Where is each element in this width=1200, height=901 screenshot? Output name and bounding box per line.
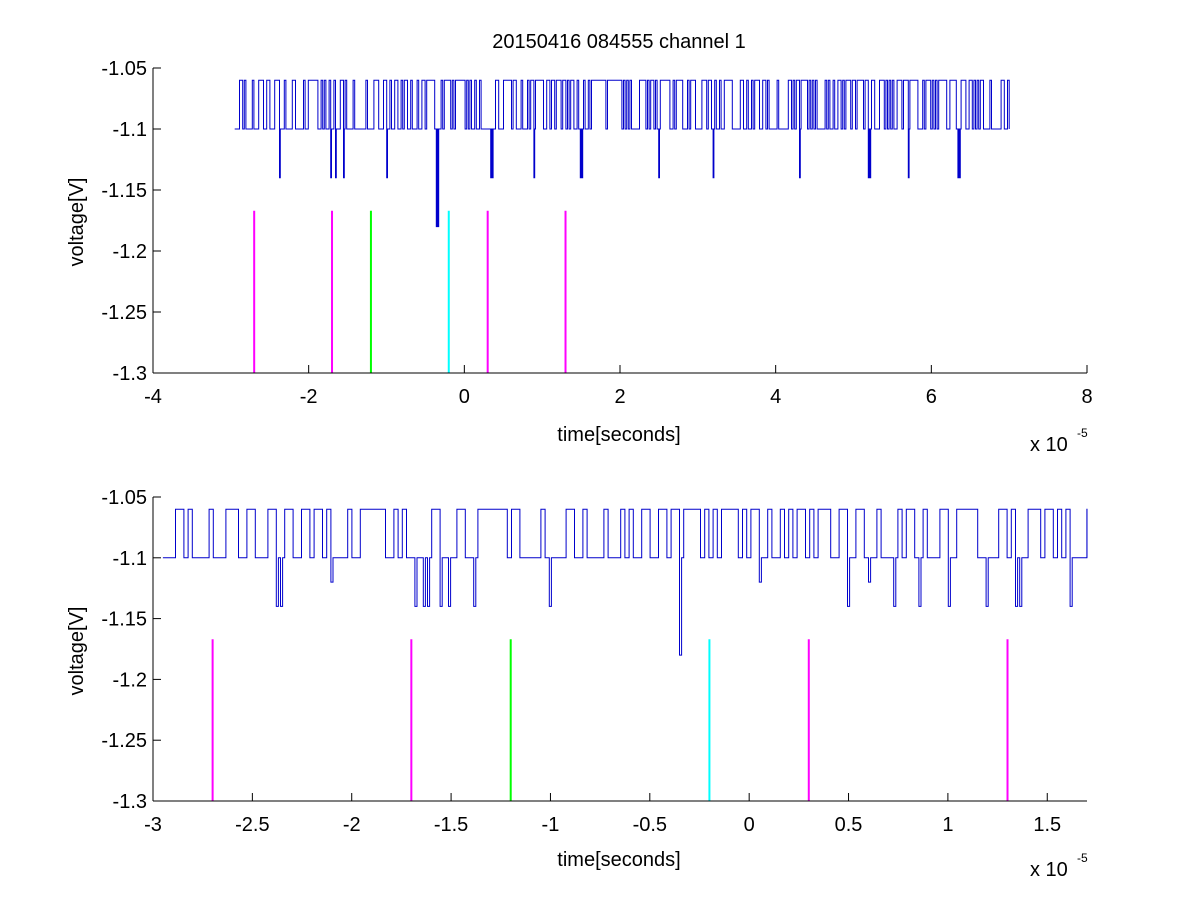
top-y-tick-label: -1.15: [101, 180, 147, 202]
bottom-voltage-trace: [162, 508, 1088, 656]
top-y-ticks: -1.05 -1.1 -1.15 -1.2 -1.25 -1.3: [101, 58, 161, 385]
top-y-tick-label: -1.25: [101, 302, 147, 324]
top-y-tick-label: -1.3: [113, 363, 147, 385]
bottom-y-tick-label: -1.3: [113, 791, 147, 813]
bottom-axes: -3 -2.5 -2 -1.5 -1 -0.5 0 0.5 1 1.5 -1.05 -1.1 -1.1…: [66, 487, 1088, 881]
top-plot-area: [234, 79, 1010, 373]
top-y-tick-label: -1.05: [101, 58, 147, 80]
figure-title: 20150416 084555 channel 1: [492, 31, 746, 53]
top-x-exponent-label: x 10: [1030, 434, 1068, 456]
top-x-ticks: -4 -2 0 2 4 6 8: [144, 365, 1093, 408]
bottom-y-axis-label: voltage[V]: [66, 607, 88, 696]
bottom-x-tick-label: -1: [542, 814, 560, 836]
bottom-y-tick-label: -1.2: [113, 669, 147, 691]
bottom-x-exponent: -5: [1077, 851, 1088, 865]
top-x-exponent: -5: [1077, 426, 1088, 440]
bottom-y-tick-label: -1.15: [101, 609, 147, 631]
top-y-axis-label: voltage[V]: [66, 178, 88, 267]
bottom-x-tick-label: 1.5: [1033, 814, 1061, 836]
bottom-x-tick-label: -0.5: [633, 814, 667, 836]
top-x-tick-label: 4: [770, 386, 781, 408]
top-x-tick-label: 6: [926, 386, 937, 408]
bottom-x-tick-label: -2.5: [235, 814, 269, 836]
top-x-axis-label: time[seconds]: [557, 424, 680, 446]
bottom-y-tick-label: -1.05: [101, 487, 147, 509]
bottom-x-tick-label: 1: [942, 814, 953, 836]
bottom-plot-area: [162, 508, 1088, 801]
bottom-y-ticks: -1.05 -1.1 -1.15 -1.2 -1.25 -1.3: [101, 487, 161, 813]
top-x-tick-label: -2: [300, 386, 318, 408]
top-x-tick-label: 2: [614, 386, 625, 408]
bottom-x-tick-label: 0.5: [835, 814, 863, 836]
top-x-tick-label: -4: [144, 386, 162, 408]
bottom-x-tick-label: -1.5: [434, 814, 468, 836]
bottom-x-exponent-label: x 10: [1030, 859, 1068, 881]
top-x-tick-label: 8: [1081, 386, 1092, 408]
top-voltage-trace: [234, 79, 1010, 228]
top-axes: -4 -2 0 2 4 6 8 -1.05 -1.1 -1.15 -1.2 -1.25 -1.3 ti…: [66, 58, 1093, 456]
bottom-x-tick-label: 0: [744, 814, 755, 836]
top-x-tick-label: 0: [459, 386, 470, 408]
bottom-x-ticks: -3 -2.5 -2 -1.5 -1 -0.5 0 0.5 1 1.5: [144, 793, 1061, 836]
bottom-x-axis-label: time[seconds]: [557, 849, 680, 871]
top-y-tick-label: -1.2: [113, 241, 147, 263]
bottom-x-tick-label: -2: [343, 814, 361, 836]
bottom-y-tick-label: -1.25: [101, 730, 147, 752]
top-y-tick-label: -1.1: [113, 119, 147, 141]
bottom-x-tick-label: -3: [144, 814, 162, 836]
bottom-y-tick-label: -1.1: [113, 548, 147, 570]
